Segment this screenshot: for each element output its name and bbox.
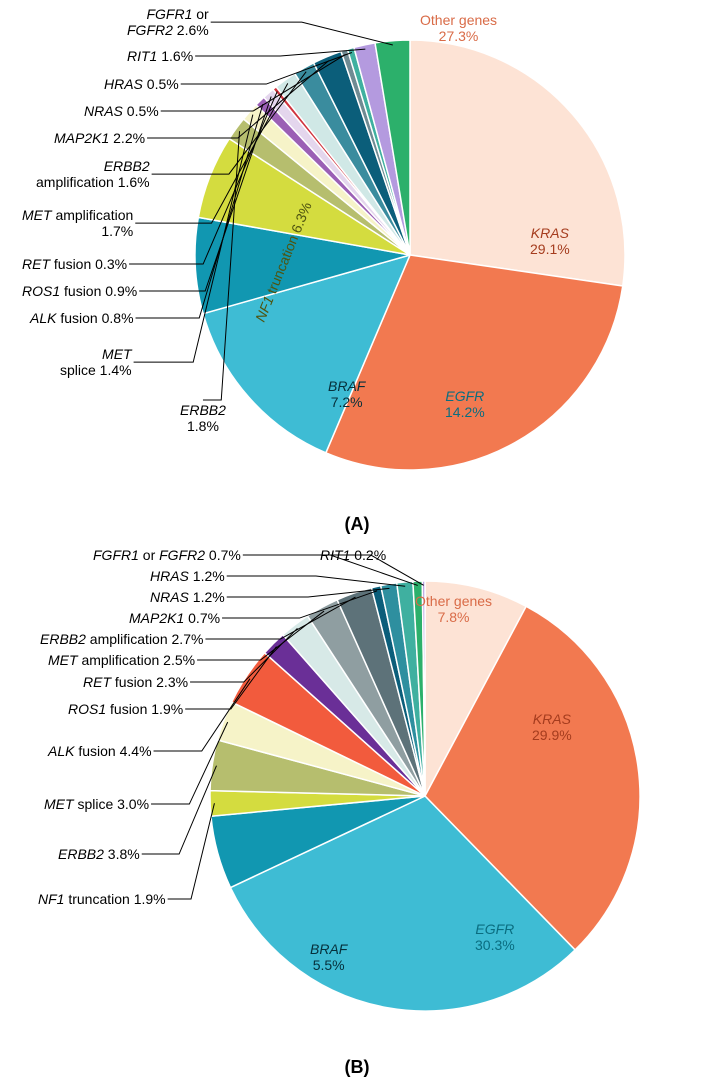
slice-label-nf1-truncation: NF1 truncation 1.9% <box>38 891 166 907</box>
slice-label-ret-fusion: RET fusion 2.3% <box>83 674 188 690</box>
slice-label-kras: KRAS29.1% <box>530 225 570 257</box>
slice-label-ret-fusion: RET fusion 0.3% <box>22 256 127 272</box>
slice-label-erbb2: ERBB21.8% <box>180 402 226 434</box>
slice-label-erbb2: ERBB2 3.8% <box>58 846 140 862</box>
slice-label-fgfr1-or-fgfr2: FGFR1 orFGFR2 2.6% <box>127 6 209 38</box>
slice-label-map2k1: MAP2K1 2.2% <box>54 130 145 146</box>
figure: Other genes27.3% KRAS29.1% EGFR14.2% BRAF7.… <box>0 0 714 1078</box>
slice-label-rit1: RIT1 0.2% <box>320 547 386 563</box>
slice-label-rit1: RIT1 1.6% <box>127 48 193 64</box>
slice-label-nras: NRAS 0.5% <box>84 103 159 119</box>
slice-label-ros1-fusion: ROS1 fusion 1.9% <box>68 701 183 717</box>
slice-label-met-splice: MET splice 3.0% <box>44 796 149 812</box>
slice-label-erbb2-amplification: ERBB2 amplification 2.7% <box>40 631 203 647</box>
slice-label-alk-fusion: ALK fusion 4.4% <box>48 743 152 759</box>
panel-b: Other genes7.8% KRAS29.9% EGFR30.3% BRAF5.5… <box>0 541 714 1063</box>
slice-label-egfr: EGFR30.3% <box>475 921 515 953</box>
slice-label-braf: BRAF7.2% <box>328 378 365 410</box>
slice-label-other-genes: Other genes7.8% <box>415 593 492 625</box>
slice-label-met-splice: METsplice 1.4% <box>60 346 132 378</box>
slice-label-alk-fusion: ALK fusion 0.8% <box>30 310 134 326</box>
panel-a: Other genes27.3% KRAS29.1% EGFR14.2% BRAF7.… <box>0 0 714 520</box>
slice-label-hras: HRAS 1.2% <box>150 568 225 584</box>
slice-label-kras: KRAS29.9% <box>532 711 572 743</box>
leader-line <box>168 803 215 899</box>
slice-label-hras: HRAS 0.5% <box>104 76 179 92</box>
pie-slice-other-genes <box>410 40 625 286</box>
slice-label-nras: NRAS 1.2% <box>150 589 225 605</box>
slice-label-met-amplification: MET amplification1.7% <box>22 207 133 239</box>
slice-label-met-amplification: MET amplification 2.5% <box>48 652 195 668</box>
slice-label-egfr: EGFR14.2% <box>445 388 485 420</box>
slice-label-erbb2-amplification: ERBB2amplification 1.6% <box>36 158 150 190</box>
leader-line <box>211 22 393 45</box>
leader-line <box>227 576 405 586</box>
slice-label-map2k1: MAP2K1 0.7% <box>129 610 220 626</box>
slice-label-ros1-fusion: ROS1 fusion 0.9% <box>22 283 137 299</box>
slice-label-other-genes: Other genes27.3% <box>420 12 497 44</box>
slice-label-braf: BRAF5.5% <box>310 941 347 973</box>
slice-label-fgfr1-or-fgfr2: FGFR1 or FGFR2 0.7% <box>93 547 241 563</box>
